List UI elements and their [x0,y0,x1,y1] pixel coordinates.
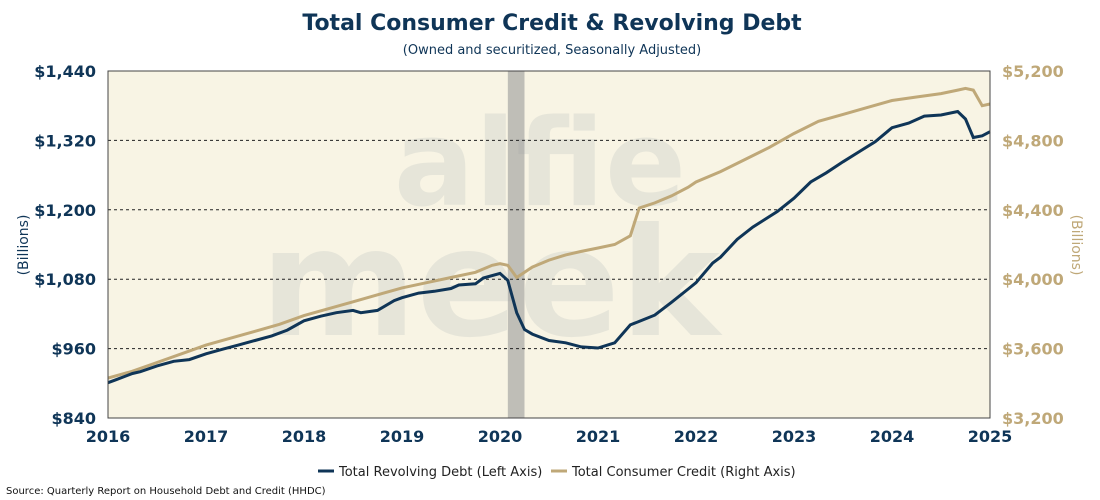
y-left-tick-label: $1,440 [34,62,96,81]
plot-area: alfie meek [107,70,991,419]
y-right-tick-label: $4,000 [1002,270,1064,289]
y-right-tick-label: $4,400 [1002,201,1064,220]
x-tick-label: 2020 [478,427,523,446]
y-axis-right: $3,200 $3,600 $4,000 $4,400 $4,800 $5,200 [1002,62,1064,428]
y-left-tick-label: $960 [51,340,96,359]
x-tick-label: 2023 [772,427,817,446]
x-tick-label: 2018 [282,427,327,446]
y-left-tick-label: $1,080 [34,270,96,289]
watermark: alfie meek [260,95,723,371]
plot-background [108,71,990,418]
y-axis-left-label: (Billions) [16,215,32,276]
y-left-tick-label: $1,320 [34,131,96,150]
x-tick-label: 2016 [86,427,131,446]
gridlines [108,139,990,350]
x-tick-label: 2021 [576,427,621,446]
y-left-tick-label: $1,200 [34,201,96,220]
x-axis: 2016 2017 2018 2019 2020 2021 2022 2023 2024 2025 [86,427,1013,446]
y-left-tick-label: $840 [51,409,96,428]
plot-border [107,70,991,419]
y-right-tick-label: $5,200 [1002,62,1064,81]
x-tick-label: 2017 [184,427,229,446]
legend: Total Revolving Debt (Left Axis) Total Co… [318,465,796,480]
y-axis-right-label: (Billions) [1068,215,1084,276]
source-note: Source: Quarterly Report on Household De… [6,486,326,497]
chart-title: Total Consumer Credit & Revolving Debt [302,11,802,36]
chart-subtitle: (Owned and securitized, Seasonally Adjus… [403,43,701,58]
series-line-consumer-credit [107,86,991,380]
y-right-tick-label: $3,200 [1002,409,1064,428]
watermark-line-2: meek [260,197,723,371]
x-tick-label: 2024 [870,427,915,446]
y-right-tick-label: $3,600 [1002,340,1064,359]
y-axis-left: $840 $960 $1,080 $1,200 $1,320 $1,440 [34,62,96,428]
recession-shade [507,71,525,418]
legend-label: Total Consumer Credit (Right Axis) [571,465,796,480]
series-line-revolving-debt [107,109,991,385]
legend-label: Total Revolving Debt (Left Axis) [338,465,542,480]
x-tick-label: 2019 [380,427,425,446]
y-right-tick-label: $4,800 [1002,131,1064,150]
x-tick-label: 2025 [968,427,1013,446]
x-tick-label: 2022 [674,427,719,446]
